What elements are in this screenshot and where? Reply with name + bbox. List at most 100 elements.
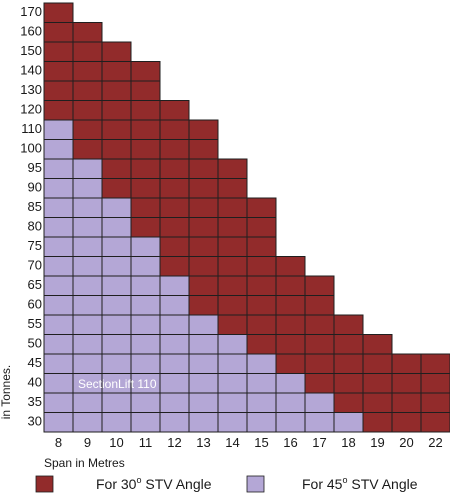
cell-8m-70t xyxy=(43,256,74,277)
cell-13m-70t xyxy=(188,256,219,277)
cell-11m-110t xyxy=(130,119,161,140)
cell-10m-90t xyxy=(101,178,132,199)
cell-8m-45t xyxy=(43,353,74,374)
cell-10m-50t xyxy=(101,334,132,355)
y-tick-140: 140 xyxy=(20,63,42,78)
cell-12m-90t xyxy=(159,178,190,199)
y-tick-30: 30 xyxy=(28,414,42,429)
cell-9m-110t xyxy=(72,119,103,140)
cell-12m-40t xyxy=(159,373,190,394)
cell-8m-65t xyxy=(43,275,74,296)
y-tick-120: 120 xyxy=(20,102,42,117)
cell-10m-80t xyxy=(101,217,132,238)
x-axis-ticks: 8 9 10 11 12 13 14 15 16 17 18 19 20 22 xyxy=(55,435,443,450)
cell-12m-75t xyxy=(159,236,190,257)
cell-14m-35t xyxy=(217,392,248,413)
cell-11m-100t xyxy=(130,139,161,160)
cell-22m-40t xyxy=(420,373,450,394)
legend-label-45-degree: o xyxy=(342,475,347,485)
cell-19m-50t xyxy=(362,334,393,355)
legend-label-30-main: For 30 xyxy=(96,476,137,492)
cell-14m-60t xyxy=(217,295,248,316)
cell-19m-40t xyxy=(362,373,393,394)
cell-20m-45t xyxy=(391,353,422,374)
cell-11m-90t xyxy=(130,178,161,199)
cell-17m-60t xyxy=(304,295,335,316)
cell-9m-30t xyxy=(72,412,103,433)
cell-19m-30t xyxy=(362,412,393,433)
cell-15m-85t xyxy=(246,197,277,218)
cell-11m-30t xyxy=(130,412,161,433)
legend-swatch-45 xyxy=(246,475,265,493)
y-tick-90: 90 xyxy=(28,180,42,195)
y-tick-50: 50 xyxy=(28,336,42,351)
cell-15m-55t xyxy=(246,314,277,335)
y-tick-45: 45 xyxy=(28,355,42,370)
cell-16m-65t xyxy=(275,275,306,296)
x-tick-17: 17 xyxy=(312,435,326,450)
cell-16m-35t xyxy=(275,392,306,413)
cell-14m-45t xyxy=(217,353,248,374)
x-tick-11: 11 xyxy=(139,435,153,450)
legend: For 30 o STV Angle For 45o STV Angle xyxy=(35,475,418,493)
cell-8m-130t xyxy=(43,80,74,101)
cell-10m-55t xyxy=(101,314,132,335)
cell-15m-40t xyxy=(246,373,277,394)
cell-10m-70t xyxy=(101,256,132,277)
cell-16m-45t xyxy=(275,353,306,374)
cell-18m-45t xyxy=(333,353,364,374)
cell-20m-40t xyxy=(391,373,422,394)
y-tick-55: 55 xyxy=(28,316,42,331)
cell-12m-95t xyxy=(159,158,190,179)
cell-13m-65t xyxy=(188,275,219,296)
cell-9m-100t xyxy=(72,139,103,160)
cell-8m-140t xyxy=(43,61,74,82)
x-tick-16: 16 xyxy=(283,435,297,450)
cell-9m-140t xyxy=(72,61,103,82)
cell-8m-90t xyxy=(43,178,74,199)
cell-15m-45t xyxy=(246,353,277,374)
cell-10m-100t xyxy=(101,139,132,160)
cell-10m-150t xyxy=(101,41,132,62)
sectionlift-annotation: SectionLift 110 xyxy=(78,377,157,391)
cell-13m-60t xyxy=(188,295,219,316)
cell-10m-95t xyxy=(101,158,132,179)
cell-13m-45t xyxy=(188,353,219,374)
cell-10m-140t xyxy=(101,61,132,82)
cell-11m-55t xyxy=(130,314,161,335)
cell-8m-95t xyxy=(43,158,74,179)
cell-8m-120t xyxy=(43,100,74,121)
legend-label-45-suffix: STV Angle xyxy=(347,476,417,492)
x-axis-title: Span in Metres xyxy=(44,456,125,470)
cell-9m-90t xyxy=(72,178,103,199)
cell-9m-45t xyxy=(72,353,103,374)
cell-9m-65t xyxy=(72,275,103,296)
cell-9m-150t xyxy=(72,41,103,62)
chart-cells xyxy=(43,2,450,433)
legend-label-45: For 45o STV Angle xyxy=(302,475,418,492)
cell-13m-85t xyxy=(188,197,219,218)
cell-13m-40t xyxy=(188,373,219,394)
cell-13m-95t xyxy=(188,158,219,179)
x-tick-12: 12 xyxy=(167,435,181,450)
cell-19m-35t xyxy=(362,392,393,413)
cell-9m-60t xyxy=(72,295,103,316)
cell-13m-30t xyxy=(188,412,219,433)
y-tick-150: 150 xyxy=(20,43,42,58)
cell-12m-80t xyxy=(159,217,190,238)
cell-17m-45t xyxy=(304,353,335,374)
cell-13m-75t xyxy=(188,236,219,257)
cell-10m-130t xyxy=(101,80,132,101)
cell-15m-65t xyxy=(246,275,277,296)
cell-8m-40t xyxy=(43,373,74,394)
cell-11m-140t xyxy=(130,61,161,82)
y-tick-100: 100 xyxy=(20,141,42,156)
cell-8m-170t xyxy=(43,2,74,23)
y-axis-ticks: 30 35 40 45 50 55 60 65 70 75 80 85 90 95 100 110 120 130… xyxy=(20,4,42,429)
cell-14m-85t xyxy=(217,197,248,218)
cell-15m-70t xyxy=(246,256,277,277)
cell-11m-35t xyxy=(130,392,161,413)
cell-11m-80t xyxy=(130,217,161,238)
cell-11m-45t xyxy=(130,353,161,374)
cell-15m-60t xyxy=(246,295,277,316)
